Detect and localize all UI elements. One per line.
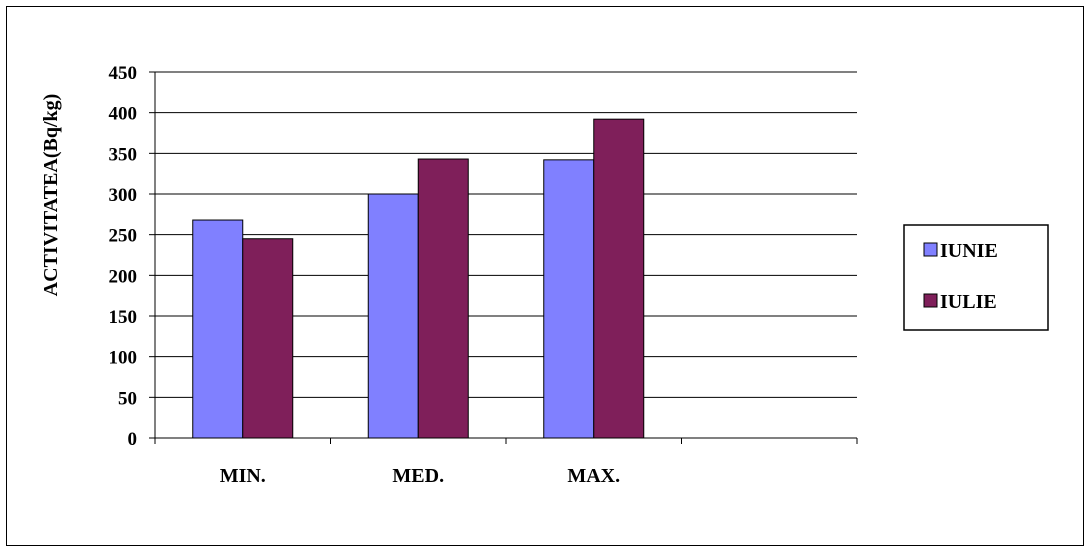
bar-iunie-0 <box>192 219 244 439</box>
legend-swatch-iulie <box>923 293 938 308</box>
bar-iunie-1 <box>367 193 419 439</box>
y-axis-title: ACTIVITATEA(Bq/kg) <box>40 94 62 297</box>
bars <box>192 118 645 439</box>
y-tick-label: 350 <box>109 144 138 165</box>
legend-swatch-iunie <box>923 242 938 257</box>
y-tick-label: 50 <box>118 388 137 409</box>
y-tick-label: 0 <box>128 429 138 450</box>
bar-iunie-2 <box>543 159 595 439</box>
bar-iulie-1 <box>417 158 469 439</box>
y-tick-labels: 0 50 100 150 200 250 300 350 400 450 <box>109 63 138 450</box>
y-tick-label: 200 <box>109 266 138 287</box>
y-tick-label: 450 <box>109 63 138 84</box>
x-category-label: MAX. <box>567 465 620 487</box>
x-category-labels: MIN. MED. MAX. <box>220 465 620 487</box>
y-tick-label: 100 <box>109 348 138 369</box>
y-tick-label: 300 <box>109 185 138 206</box>
legend: IUNIE IULIE <box>903 224 1049 331</box>
bar-iulie-2 <box>593 118 645 439</box>
x-category-label: MIN. <box>220 465 266 487</box>
x-category-label: MED. <box>392 465 444 487</box>
y-tick-label: 150 <box>109 307 138 328</box>
legend-label-iulie: IULIE <box>940 291 997 313</box>
legend-label-iunie: IUNIE <box>940 240 998 262</box>
y-tick-label: 250 <box>109 226 138 247</box>
y-tick-label: 400 <box>109 104 138 125</box>
bar-iulie-0 <box>242 238 294 439</box>
axes <box>149 71 858 444</box>
